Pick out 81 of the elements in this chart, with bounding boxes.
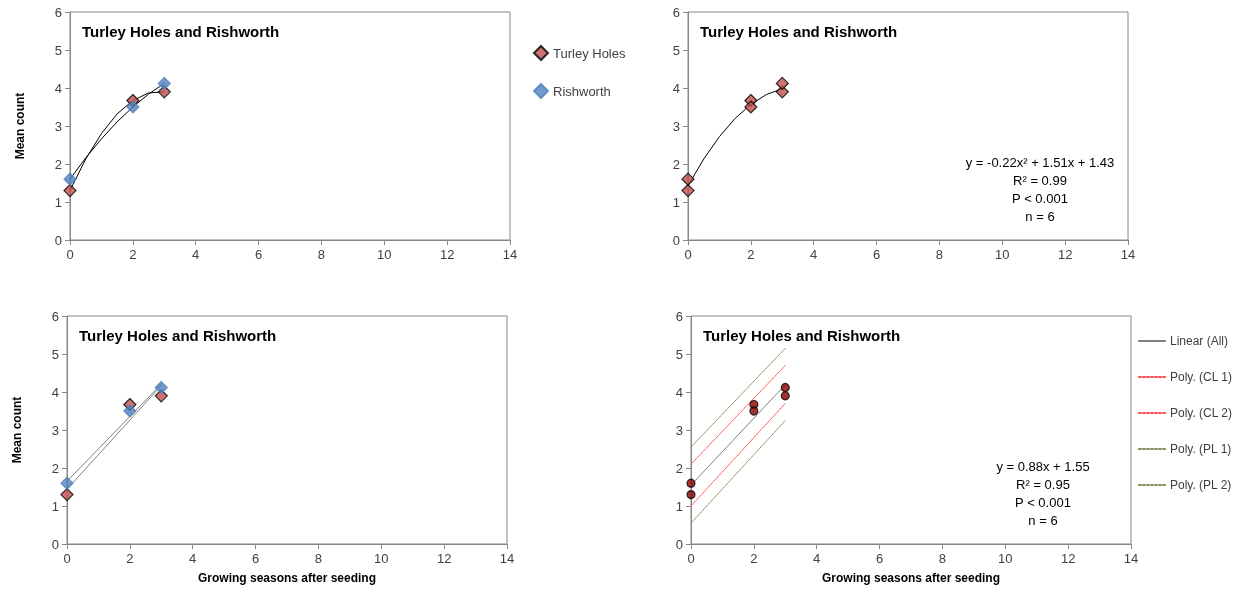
y-axis-title: Mean count [13, 92, 27, 160]
annotation: n = 6 [1028, 512, 1058, 528]
y-tick-label: 3 [54, 118, 62, 134]
y-tick-label: 0 [54, 232, 62, 248]
x-tick-label: 12 [436, 551, 452, 566]
x-tick-label: 6 [251, 551, 260, 566]
x-tick-label: 4 [192, 247, 200, 262]
y-tick-label: 2 [672, 156, 680, 172]
y-tick-label: 3 [675, 422, 683, 438]
y-tick-label: 5 [51, 346, 59, 362]
y-tick-label: 4 [675, 384, 683, 400]
x-tick-label: 4 [189, 551, 197, 566]
x-axis-title: Growing seasons after seeding [821, 571, 1001, 585]
x-tick-label: 12 [1057, 247, 1073, 262]
y-tick-label: 2 [675, 460, 683, 476]
y-tick-label: 6 [54, 4, 62, 20]
text: Turley Holes and Rishworth [82, 23, 280, 40]
annotation: R² = 0.99 [1013, 172, 1067, 188]
legend-label: Poly. (CL 1) [1170, 370, 1233, 384]
x-tick-label: 8 [938, 551, 947, 566]
y-tick-label: 2 [51, 460, 59, 476]
legend-label: Poly. (PL 1) [1170, 442, 1232, 456]
legend-label: Turley Holes [553, 45, 626, 61]
x-tick-label: 10 [995, 247, 1010, 262]
x-tick-label: 4 [813, 551, 821, 566]
text: Turley Holes and Rishworth [700, 23, 898, 40]
x-tick-label: 10 [374, 551, 389, 566]
x-tick-label: 14 [1123, 551, 1139, 566]
text: Turley Holes and Rishworth [703, 327, 901, 344]
x-tick-label: 10 [998, 551, 1013, 566]
x-tick-label: 6 [872, 247, 881, 262]
annotation: P < 0.001 [1015, 494, 1071, 510]
x-tick-label: 8 [314, 551, 323, 566]
text: Turley Holes and Rishworth [79, 327, 277, 344]
x-tick-label: 14 [502, 247, 518, 262]
y-tick-label: 0 [51, 536, 59, 552]
y-tick-label: 5 [54, 42, 62, 58]
x-tick-label: 2 [750, 551, 758, 566]
y-tick-label: 3 [51, 422, 59, 438]
x-tick-label: 6 [254, 247, 263, 262]
x-tick-label: 2 [129, 247, 137, 262]
legend-label: Linear (All) [1170, 334, 1229, 348]
x-tick-label: 8 [317, 247, 326, 262]
x-tick-label: 12 [1060, 551, 1076, 566]
y-tick-label: 5 [675, 346, 683, 362]
y-tick-label: 4 [51, 384, 59, 400]
y-tick-label: 1 [672, 194, 680, 210]
x-tick-label: 14 [1120, 247, 1136, 262]
y-tick-label: 1 [51, 498, 59, 514]
y-tick-label: 1 [54, 194, 62, 210]
annotation: y = -0.22x² + 1.51x + 1.43 [965, 154, 1115, 170]
y-tick-label: 0 [675, 536, 683, 552]
y-tick-label: 6 [51, 308, 59, 324]
x-tick-label: 8 [935, 247, 944, 262]
x-tick-label: 2 [126, 551, 134, 566]
y-tick-label: 2 [54, 156, 62, 172]
y-tick-label: 6 [675, 308, 683, 324]
legend-label: Rishworth [553, 83, 611, 99]
y-tick-label: 4 [54, 80, 62, 96]
x-tick-label: 0 [66, 247, 74, 262]
annotation: y = 0.88x + 1.55 [996, 458, 1090, 474]
x-tick-label: 6 [875, 551, 884, 566]
x-tick-label: 0 [687, 551, 695, 566]
x-tick-label: 4 [810, 247, 818, 262]
annotation: n = 6 [1025, 208, 1055, 224]
y-tick-label: 4 [672, 80, 680, 96]
legend-label: Poly. (PL 2) [1170, 478, 1232, 492]
x-tick-label: 14 [499, 551, 515, 566]
y-tick-label: 6 [672, 4, 680, 20]
x-axis-title: Growing seasons after seeding [197, 571, 377, 585]
x-tick-label: 2 [747, 247, 755, 262]
y-tick-label: 0 [672, 232, 680, 248]
y-tick-label: 5 [672, 42, 680, 58]
x-tick-label: 12 [439, 247, 455, 262]
annotation: R² = 0.95 [1016, 476, 1070, 492]
y-axis-title: Mean count [10, 396, 24, 464]
y-tick-label: 3 [672, 118, 680, 134]
annotation: P < 0.001 [1012, 190, 1068, 206]
y-tick-label: 1 [675, 498, 683, 514]
x-tick-label: 10 [377, 247, 392, 262]
legend-label: Poly. (CL 2) [1170, 406, 1233, 420]
